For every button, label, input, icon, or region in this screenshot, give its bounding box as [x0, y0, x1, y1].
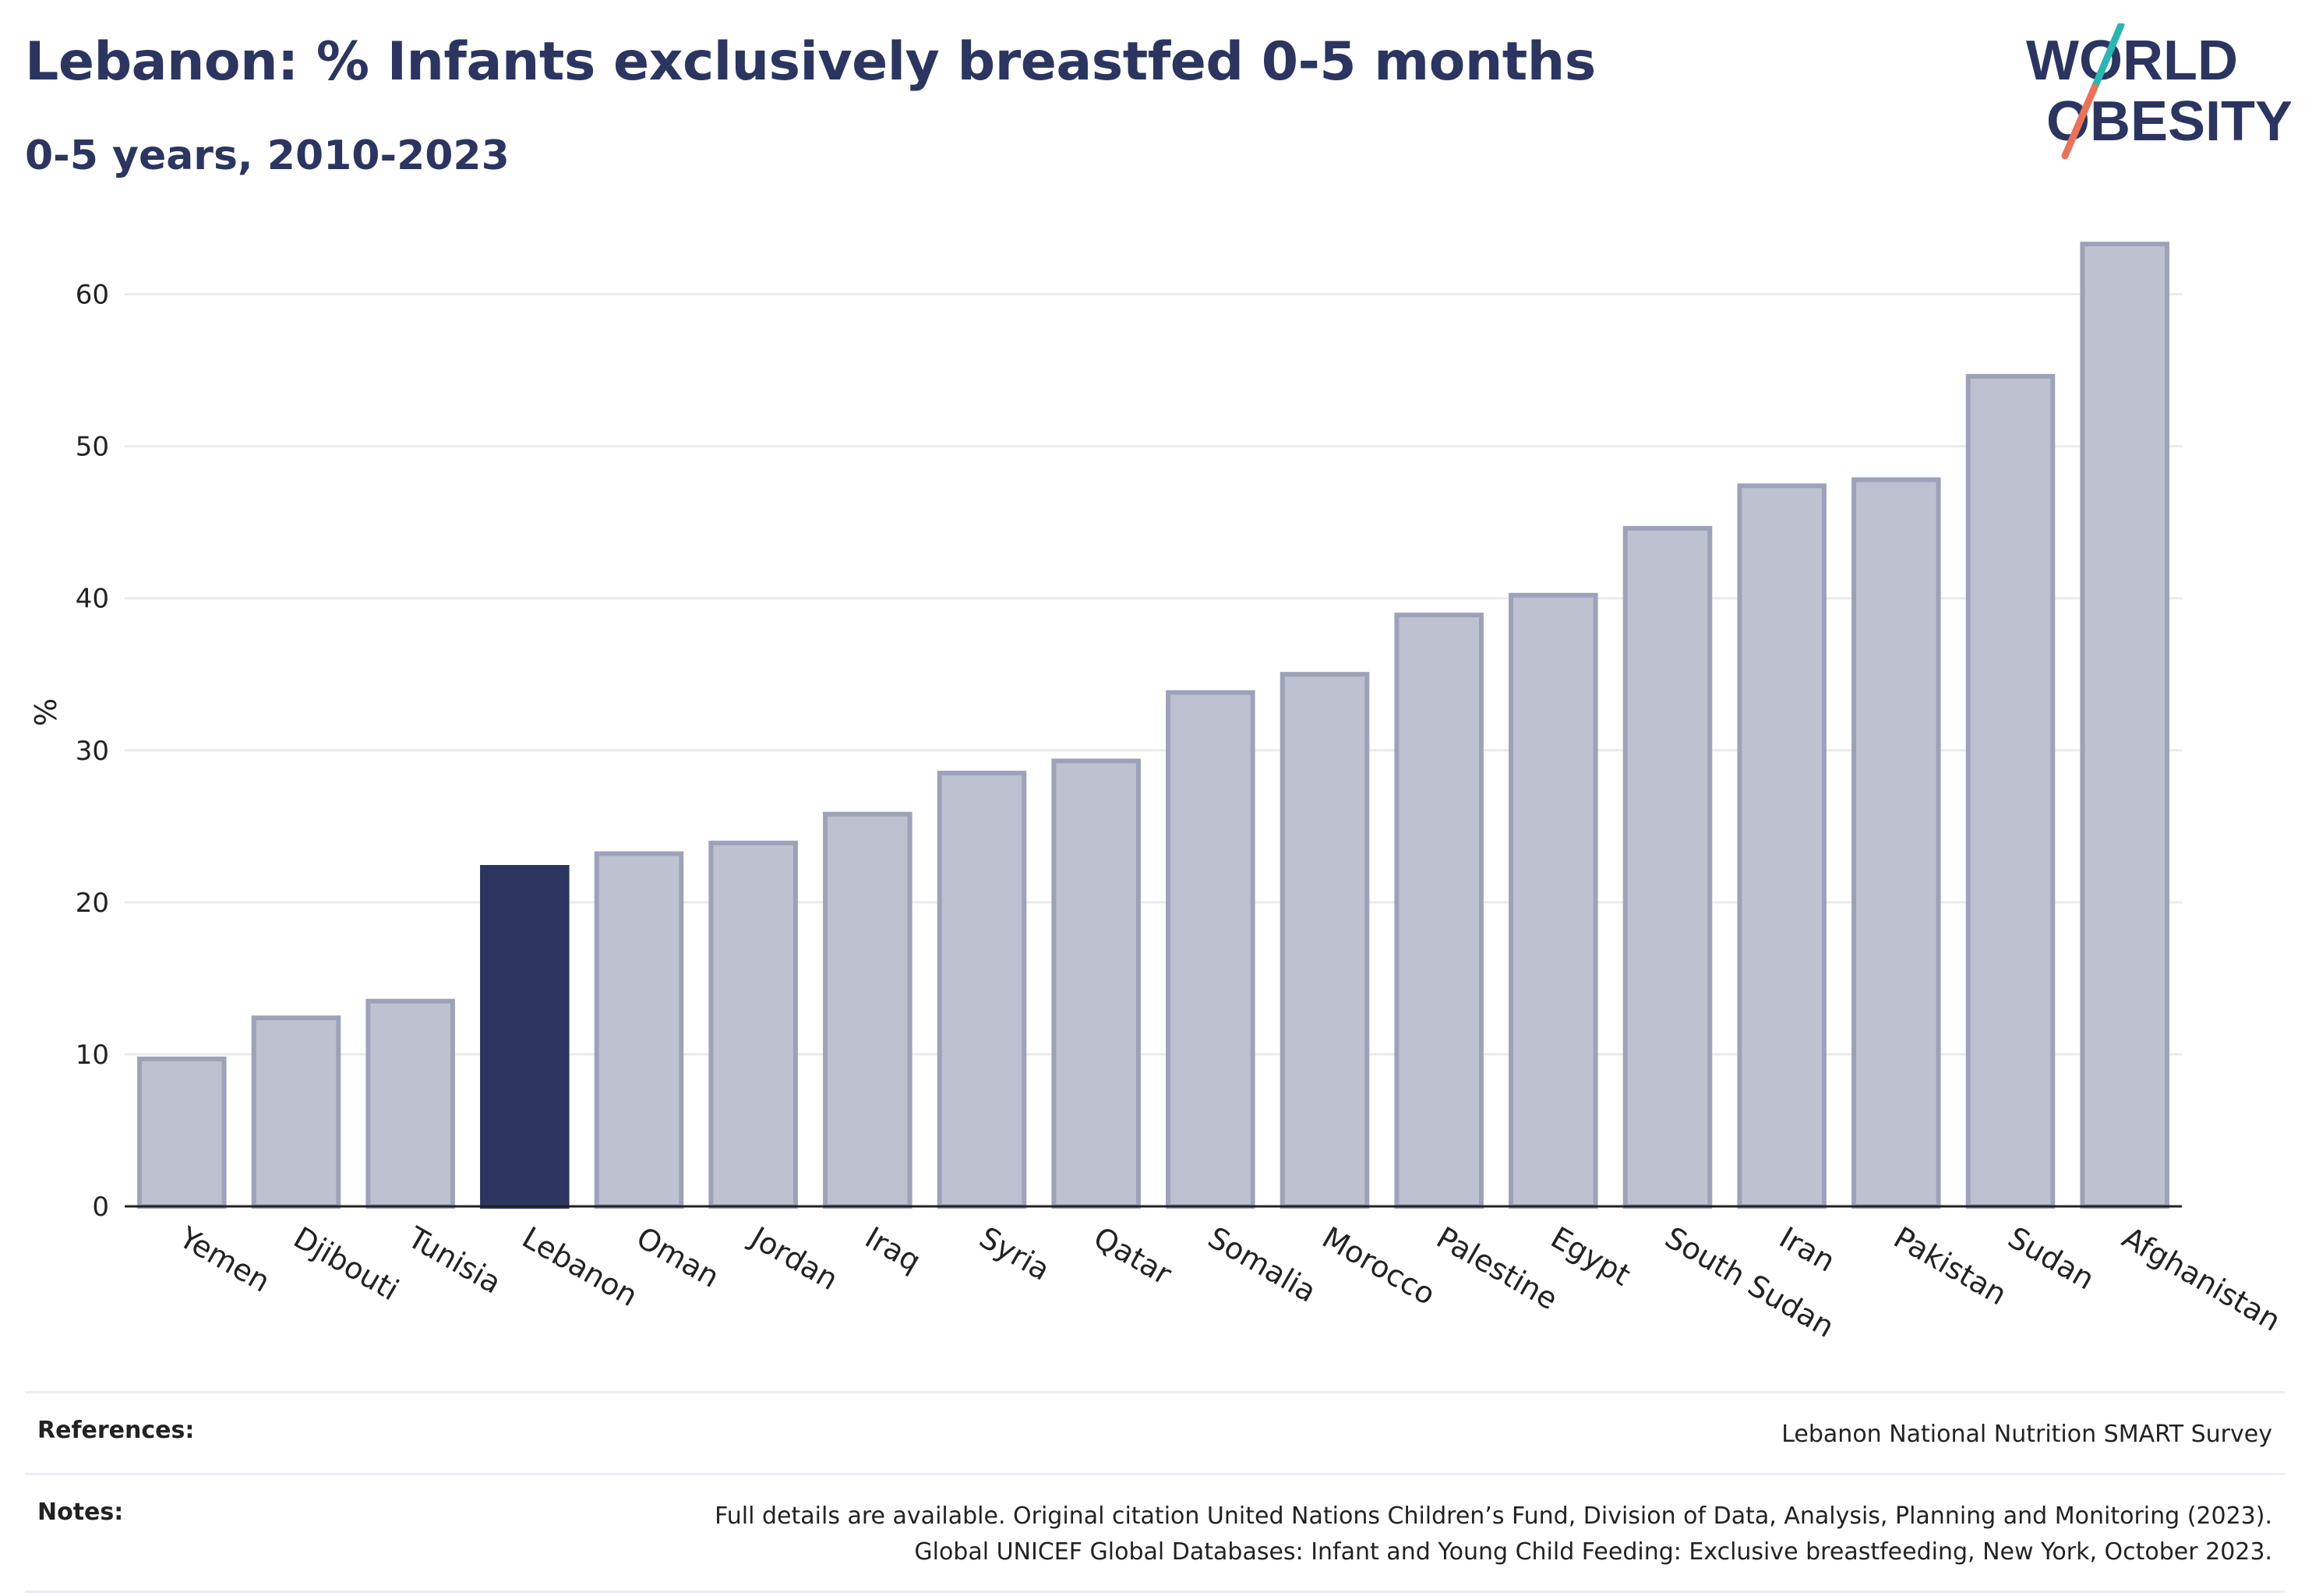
grid-lines: [125, 293, 2182, 1056]
bar-morocco: [1280, 672, 1370, 1209]
notes-line-2: Global UNICEF Global Databases: Infant a…: [914, 1538, 2272, 1566]
x-tick-label: Egypt: [1545, 1220, 1636, 1293]
references-row: References: Lebanon National Nutrition S…: [25, 1391, 2285, 1473]
world-obesity-logo: WORLD OBESITY: [2026, 23, 2291, 160]
bar-egypt: [1509, 592, 1598, 1209]
x-tick-label: Djibouti: [288, 1220, 405, 1308]
bar-iran: [1737, 483, 1827, 1209]
references-label: References:: [37, 1417, 195, 1444]
bar-iraq: [823, 811, 912, 1209]
bar-palestine: [1394, 613, 1484, 1209]
references-value: Lebanon National Nutrition SMART Survey: [1781, 1421, 2272, 1448]
x-tick-label: Sudan: [2003, 1220, 2101, 1297]
y-tick-label: 30: [76, 736, 109, 767]
bar-sudan: [1965, 373, 2056, 1209]
chart-subtitle: 0-5 years, 2010-2023: [25, 132, 510, 179]
y-tick-label: 40: [76, 584, 109, 615]
bar-south-sudan: [1622, 525, 1713, 1209]
x-tick-label: Morocco: [1317, 1220, 1442, 1312]
bar-oman: [594, 851, 684, 1209]
y-tick-label: 0: [92, 1192, 109, 1223]
x-tick-label: Somalia: [1202, 1220, 1322, 1309]
x-tick-label: Qatar: [1088, 1220, 1177, 1292]
y-axis-label: %: [29, 698, 63, 726]
y-tick-label: 10: [76, 1040, 109, 1071]
bar-yemen: [137, 1056, 227, 1209]
y-tick-label: 20: [76, 888, 109, 919]
bar-somalia: [1166, 690, 1255, 1209]
bar-afghanistan: [2080, 242, 2169, 1209]
bar-jordan: [708, 840, 798, 1209]
bar-qatar: [1051, 758, 1141, 1209]
bar-pakistan: [1851, 477, 1941, 1209]
bar-lebanon: [480, 864, 570, 1209]
x-tick-label: Tunisia: [401, 1220, 507, 1301]
bar-tunisia: [365, 998, 455, 1209]
x-tick-label: Iran: [1774, 1220, 1841, 1279]
notes-line-1: Full details are available. Original cit…: [715, 1502, 2272, 1530]
x-tick-label: Pakistan: [1888, 1220, 2013, 1312]
x-tick-label: Afghanistan: [2116, 1220, 2286, 1338]
chart-title: Lebanon: % Infants exclusively breastfed…: [25, 31, 1596, 93]
notes-row: Notes: Full details are available. Origi…: [25, 1473, 2285, 1593]
chart-footer: References: Lebanon National Nutrition S…: [25, 1391, 2285, 1593]
bar-syria: [937, 771, 1027, 1209]
y-tick-label: 60: [76, 280, 109, 311]
logo-word-world: WORLD: [2026, 30, 2238, 92]
x-tick-label: Syria: [974, 1220, 1056, 1287]
bar-djibouti: [251, 1015, 341, 1209]
x-tick-label: Oman: [631, 1220, 725, 1294]
notes-value: Full details are available. Original cit…: [715, 1499, 2272, 1570]
y-tick-label: 50: [76, 432, 109, 463]
notes-label: Notes:: [37, 1499, 124, 1526]
x-tick-label: Yemen: [173, 1220, 276, 1299]
bars: [137, 242, 2169, 1209]
x-tick-label: Palestine: [1431, 1220, 1563, 1317]
x-tick-label: Lebanon: [517, 1220, 644, 1313]
x-tick-label: Jordan: [743, 1220, 843, 1298]
x-tick-label: Iraq: [860, 1220, 927, 1279]
